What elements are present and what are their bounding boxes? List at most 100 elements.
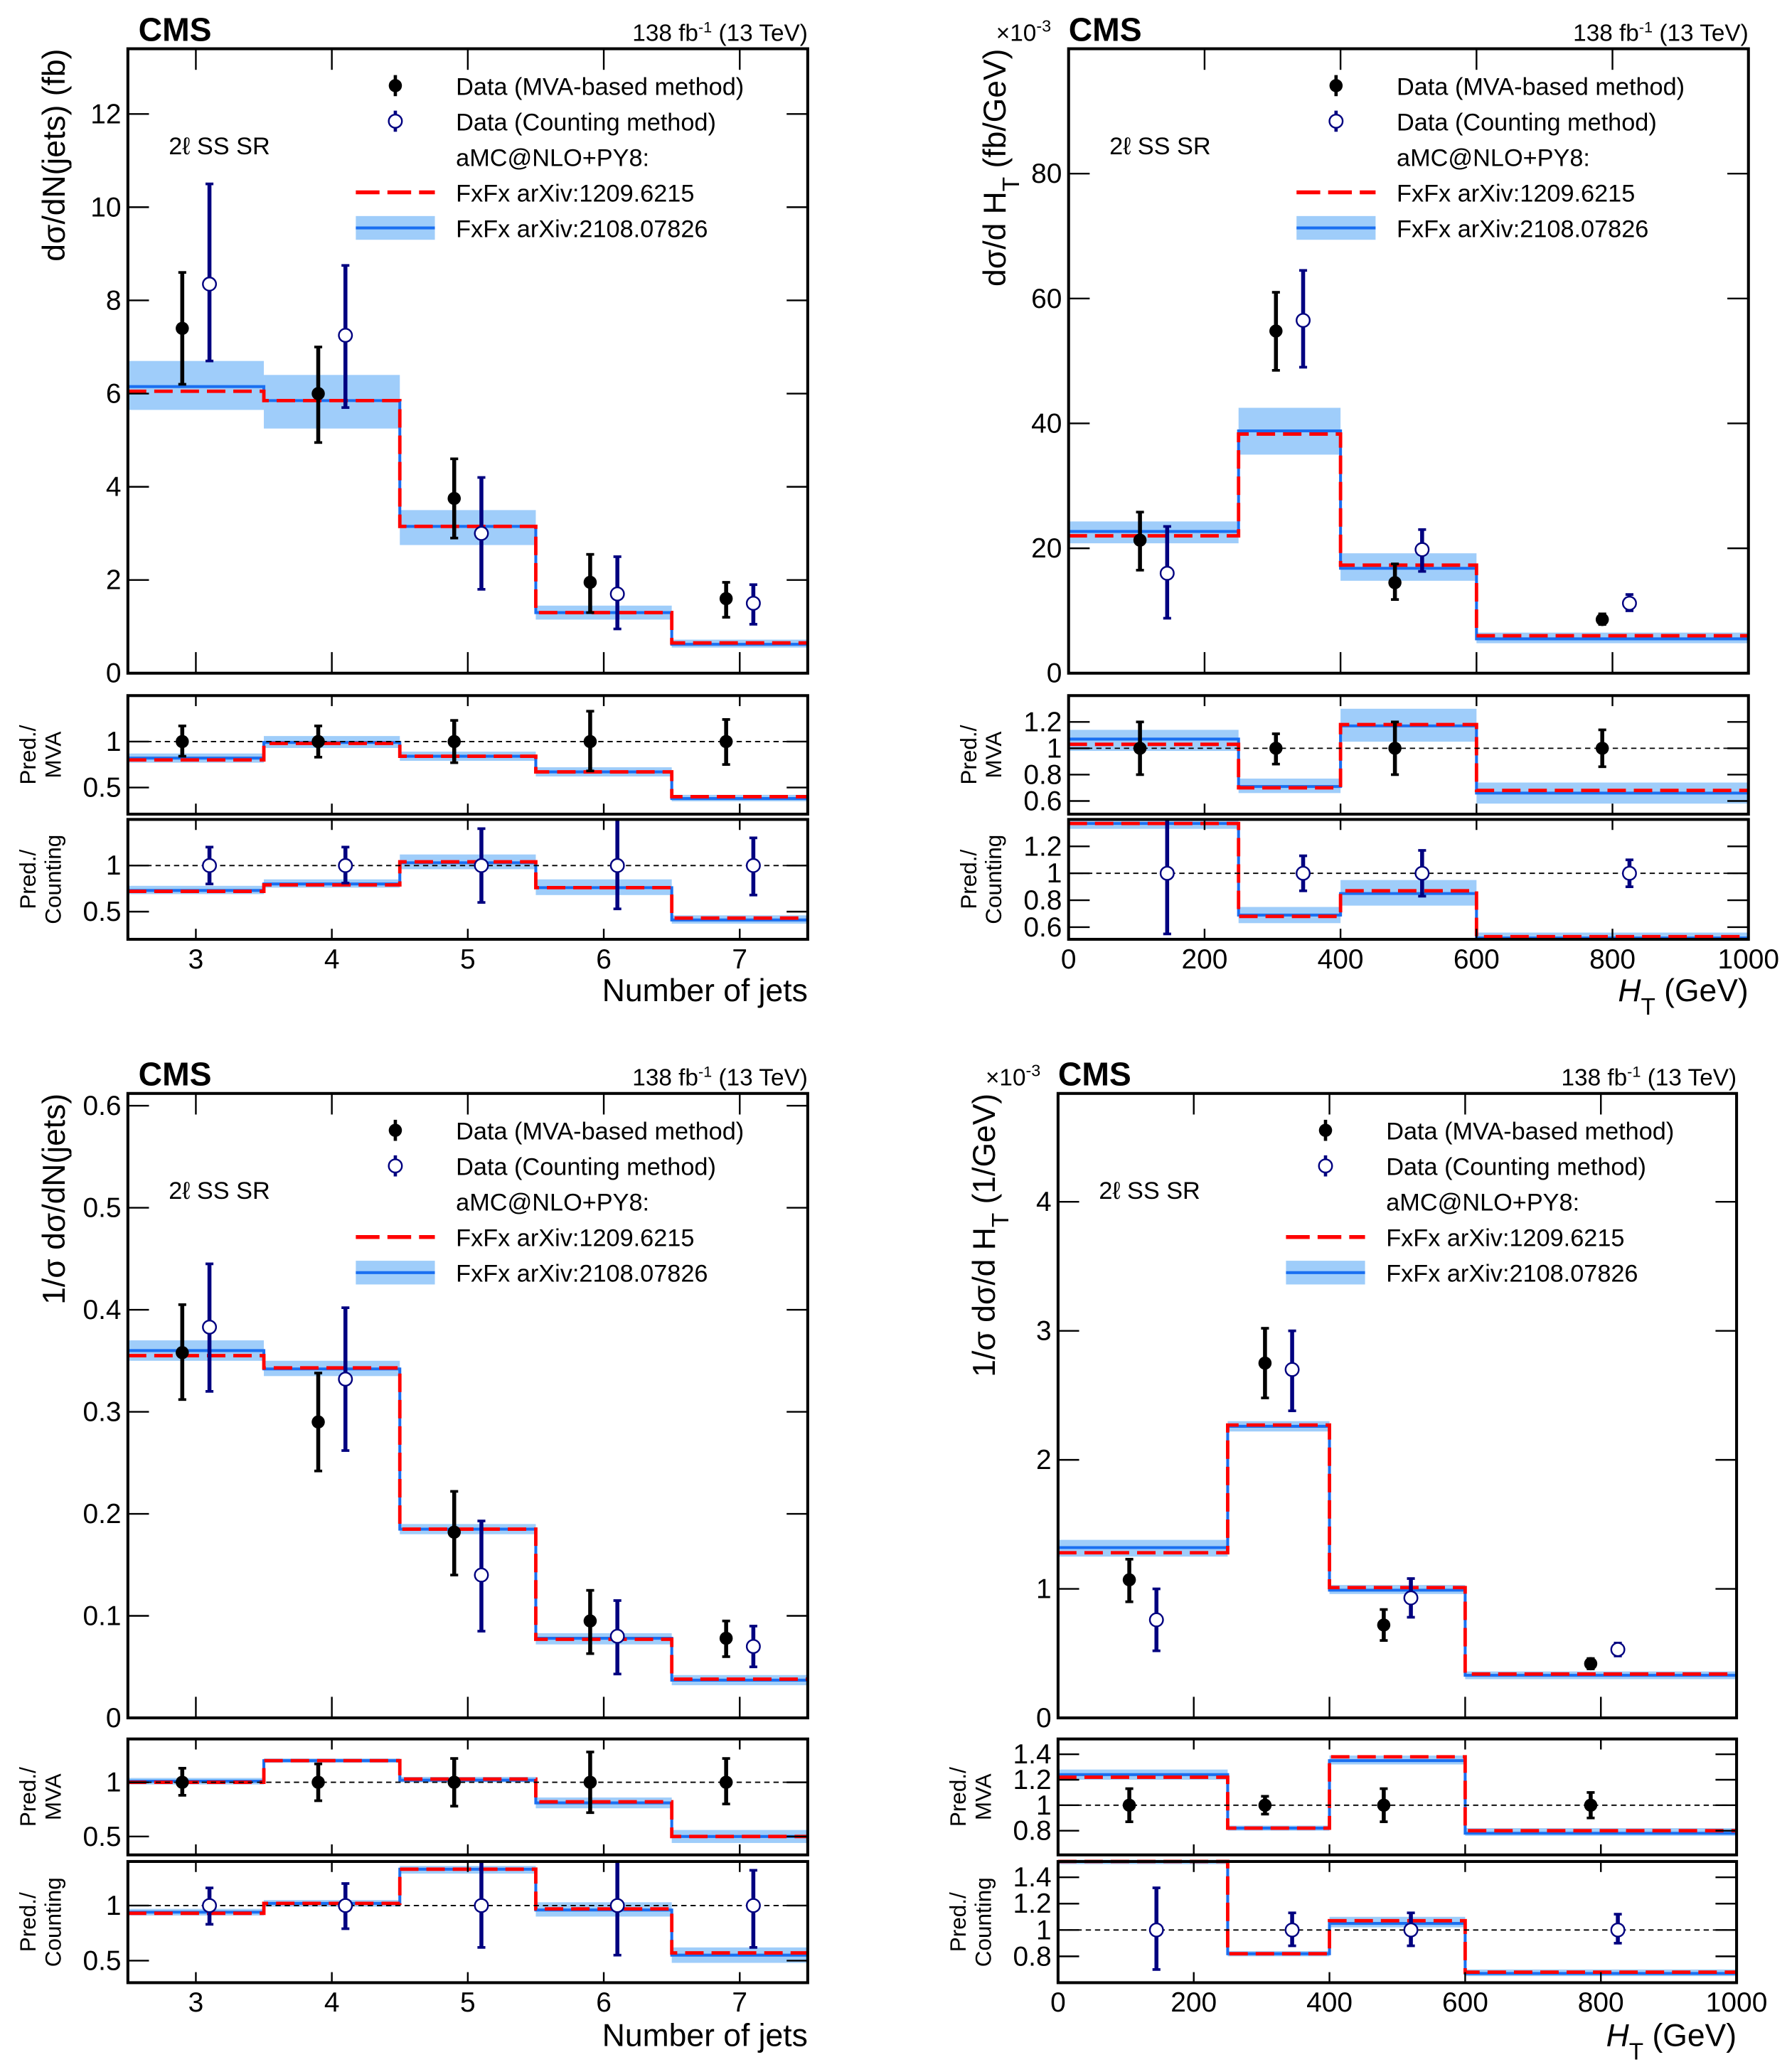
counting-data-point — [474, 1567, 489, 1583]
counting-data-point — [1284, 1362, 1300, 1377]
mva-data-point — [311, 735, 325, 749]
counting-data-point — [1148, 1922, 1164, 1938]
mva-data-point — [719, 592, 733, 606]
counting-data-point — [474, 858, 489, 873]
y-tick-label: 12 — [90, 99, 121, 129]
ratio-mva-axis-title: MVA — [970, 1773, 996, 1820]
x-tick-label: 0 — [1050, 1987, 1066, 2018]
ratio-mva-axis-title: MVA — [40, 732, 65, 779]
mva-data-point — [719, 735, 733, 749]
prediction-1209-line — [1068, 722, 1749, 793]
y-tick-label: 0.5 — [82, 1822, 121, 1852]
cms-label: CMS — [139, 11, 212, 48]
counting-data-point — [202, 1898, 218, 1913]
prediction-1209-line — [127, 1354, 808, 1681]
y-tick-label: 8 — [106, 285, 122, 316]
y-tick-label: 0 — [1047, 658, 1062, 689]
mva-data-point — [176, 1346, 189, 1360]
x-tick-label: 800 — [1578, 1987, 1624, 2018]
counting-data-point — [745, 1898, 761, 1913]
legend-mva-marker — [388, 1123, 402, 1137]
cms-label: CMS — [1058, 1056, 1131, 1093]
cms-label: CMS — [139, 1056, 212, 1093]
counting-data-point — [745, 595, 761, 611]
ratio-counting-panel: 0.60.811.2 — [1023, 818, 1750, 943]
counting-data-point — [1403, 1922, 1419, 1938]
prediction-1209-line — [127, 389, 808, 645]
legend-pred-old-label: FxFx arXiv:1209.6215 — [1386, 1225, 1624, 1252]
counting-data-point — [609, 1628, 625, 1644]
mva-data-point — [1122, 1798, 1136, 1812]
counting-data-point — [1284, 1922, 1300, 1938]
y-tick-label: 0.6 — [1023, 912, 1062, 943]
y-tick-label: 4 — [106, 472, 122, 503]
counting-data-point — [338, 1372, 353, 1387]
prediction-2108-line — [127, 861, 808, 922]
mva-data-point — [1258, 1798, 1272, 1812]
mva-data-point — [311, 1775, 325, 1789]
x-axis-title: HT (GeV) — [1606, 2018, 1737, 2065]
x-tick-label: 0 — [1061, 944, 1077, 975]
y-tick-label: 1.2 — [1023, 707, 1062, 737]
legend-counting-marker — [1328, 113, 1344, 129]
legend-generator-label: aMC@NLO+PY8: — [1397, 144, 1590, 171]
main-panel: 0 20 40 60 80 — [1031, 47, 1750, 689]
ratio-counting-axis-title: Pred./ — [15, 1892, 41, 1952]
counting-data-point — [1621, 595, 1637, 611]
prediction-1209-line — [1057, 1755, 1737, 1833]
y-tick-label: 20 — [1031, 533, 1062, 564]
x-tick-label: 7 — [732, 944, 747, 975]
ratio-counting-panel: 0.51 — [82, 1859, 809, 1985]
y-tick-label: 0.8 — [1013, 1816, 1052, 1847]
counting-data-point — [474, 1898, 489, 1913]
prediction-2108-line — [127, 1349, 808, 1682]
mva-data-point — [583, 575, 597, 589]
x-tick-label: 1000 — [1717, 944, 1779, 975]
mva-data-point — [1377, 1618, 1391, 1632]
x-tick-label: 4 — [324, 1987, 340, 2018]
y-tick-label: 1 — [106, 1768, 122, 1798]
legend-mva-marker — [388, 79, 402, 92]
legend-pred-new-label: FxFx arXiv:2108.07826 — [456, 215, 708, 242]
counting-data-point — [1296, 313, 1311, 329]
y-tick-label: 1 — [1047, 858, 1062, 889]
x-tick-label: 7 — [732, 1987, 747, 2018]
ratio-mva-panel: 0.51 — [82, 694, 809, 816]
legend-counting-marker — [1318, 1158, 1333, 1174]
y-tick-label: 0.6 — [1023, 786, 1062, 816]
y-tick-label: 0.1 — [82, 1601, 121, 1631]
ratio-mva-axis-title: MVA — [40, 1773, 65, 1820]
y-multiplier: ×10-3 — [986, 1062, 1040, 1091]
y-tick-label: 0 — [106, 658, 122, 689]
legend-generator-label: aMC@NLO+PY8: — [456, 144, 649, 171]
legend-mva-label: Data (MVA-based method) — [456, 73, 744, 100]
y-axis-title: dσ/d HT (fb/GeV) — [978, 49, 1025, 287]
y-tick-label: 0.8 — [1013, 1941, 1052, 1972]
mva-data-point — [311, 1415, 325, 1429]
y-tick-label: 0.8 — [1023, 885, 1062, 916]
axes-frame — [1056, 1091, 1739, 1720]
y-multiplier: ×10-3 — [996, 16, 1051, 46]
y-tick-label: 1.4 — [1013, 1862, 1052, 1893]
ratio-mva-panel: 0.60.811.2 — [1023, 694, 1750, 816]
y-tick-label: 10 — [90, 192, 121, 223]
x-tick-label: 5 — [460, 1987, 476, 2018]
prediction-2108-line — [127, 1867, 808, 1957]
y-tick-label: 0 — [106, 1703, 122, 1734]
main-panel: 0 0.1 0.2 0.3 0.4 0.5 0.6 — [82, 1091, 809, 1734]
y-tick-label: 1.4 — [1013, 1739, 1052, 1770]
ratio-mva-axis-title: MVA — [981, 732, 1006, 779]
mva-data-point — [1388, 742, 1402, 755]
x-tick-label: 1000 — [1706, 1987, 1768, 2018]
y-tick-label: 1.2 — [1013, 1765, 1052, 1795]
legend-mva-label: Data (MVA-based method) — [1386, 1118, 1674, 1145]
y-tick-label: 2 — [1036, 1445, 1052, 1475]
x-tick-label: 400 — [1306, 1987, 1353, 2018]
region-label: 2ℓ SS SR — [169, 1177, 270, 1205]
counting-data-point — [1414, 542, 1430, 557]
mva-data-point — [719, 1775, 733, 1789]
